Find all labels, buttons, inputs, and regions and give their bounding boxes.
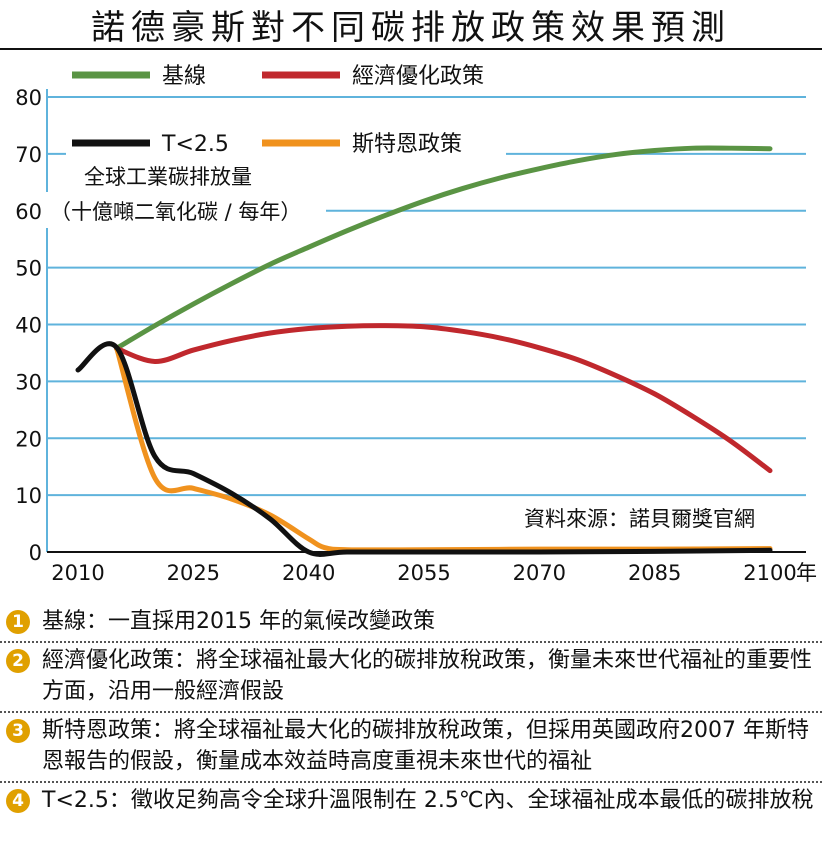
x-tick-label: 2025 xyxy=(167,561,220,585)
series-stern-line xyxy=(113,344,773,553)
y-axis-label-unit: （十億噸二氧化碳 / 每年） xyxy=(50,200,301,224)
footnote-text: T<2.5：徵收足夠高令全球升溫限制在 2.5℃內、全球福祉成本最低的碳排放稅 xyxy=(42,788,814,813)
ylabel-background xyxy=(46,192,326,228)
footnote-number: 2 xyxy=(6,649,30,673)
x-tick-label: 2010 xyxy=(51,561,104,585)
title-divider xyxy=(0,48,822,50)
x-tick-label: 2040 xyxy=(282,561,335,585)
y-axis: 0 10 20 30 40 50 60 70 80 xyxy=(15,86,48,565)
y-tick-label: 30 xyxy=(15,370,42,394)
legend-t25-label: T<2.5 xyxy=(161,132,229,157)
footnote-4: 4 T<2.5：徵收足夠高令全球升溫限制在 2.5℃內、全球福祉成本最低的碳排放… xyxy=(0,783,822,820)
y-tick-label: 20 xyxy=(15,427,42,451)
source-background xyxy=(518,500,804,534)
legend-background xyxy=(256,119,506,157)
chart-title: 諾德豪斯對不同碳排放政策效果預測 xyxy=(91,7,731,48)
x-tick-label: 2055 xyxy=(397,561,450,585)
series-baseline-line xyxy=(113,145,773,351)
y-axis-label: 全球工業碳排放量 xyxy=(84,165,252,189)
legend: 基線 經濟優化政策 T<2.5 斯特恩政策 xyxy=(66,51,506,157)
legend-background xyxy=(256,51,506,89)
footnote-text: 斯特恩政策：將全球福祉最大化的碳排放稅政策，但採用英國政府2007 年斯特恩報告… xyxy=(42,718,809,774)
footnote-text: 經濟優化政策：將全球福祉最大化的碳排放稅政策，衡量未來世代福祉的重要性方面，沿用… xyxy=(42,648,813,704)
footnote-2: 2 經濟優化政策：將全球福祉最大化的碳排放稅政策，衡量未來世代福祉的重要性方面，… xyxy=(0,643,822,713)
y-tick-label: 50 xyxy=(15,257,42,281)
footnote-number: 1 xyxy=(6,610,30,634)
y-tick-label: 0 xyxy=(29,541,42,565)
y-tick-label: 10 xyxy=(15,484,42,508)
footnote-text: 基線：一直採用2015 年的氣候改變政策 xyxy=(42,609,435,634)
legend-economic-optimal-label: 經濟優化政策 xyxy=(352,64,484,89)
legend-baseline-label: 基線 xyxy=(162,64,206,89)
source-note: 資料來源：諾貝爾獎官網 xyxy=(524,507,755,531)
series-lines xyxy=(75,145,773,557)
footnotes: 1 基線：一直採用2015 年的氣候改變政策 2 經濟優化政策：將全球福祉最大化… xyxy=(0,604,822,820)
y-tick-label: 40 xyxy=(15,314,42,338)
footnote-number: 3 xyxy=(6,719,30,743)
x-axis: 2010 2025 2040 2055 2070 2085 2100 年 xyxy=(47,551,817,585)
y-tick-label: 60 xyxy=(15,200,42,224)
series-economic-optimal-line xyxy=(113,323,773,474)
x-tick-label: 2100 xyxy=(743,561,796,585)
footnote-3: 3 斯特恩政策：將全球福祉最大化的碳排放稅政策，但採用英國政府2007 年斯特恩… xyxy=(0,713,822,783)
series-t25-line xyxy=(75,341,773,557)
footnote-number: 4 xyxy=(6,789,30,813)
x-axis-unit: 年 xyxy=(796,561,817,585)
y-tick-label: 80 xyxy=(15,86,42,110)
x-tick-label: 2085 xyxy=(628,561,681,585)
footnote-1: 1 基線：一直採用2015 年的氣候改變政策 xyxy=(0,604,822,643)
legend-stern-label: 斯特恩政策 xyxy=(352,132,462,157)
y-tick-label: 70 xyxy=(15,143,42,167)
x-tick-label: 2070 xyxy=(513,561,566,585)
